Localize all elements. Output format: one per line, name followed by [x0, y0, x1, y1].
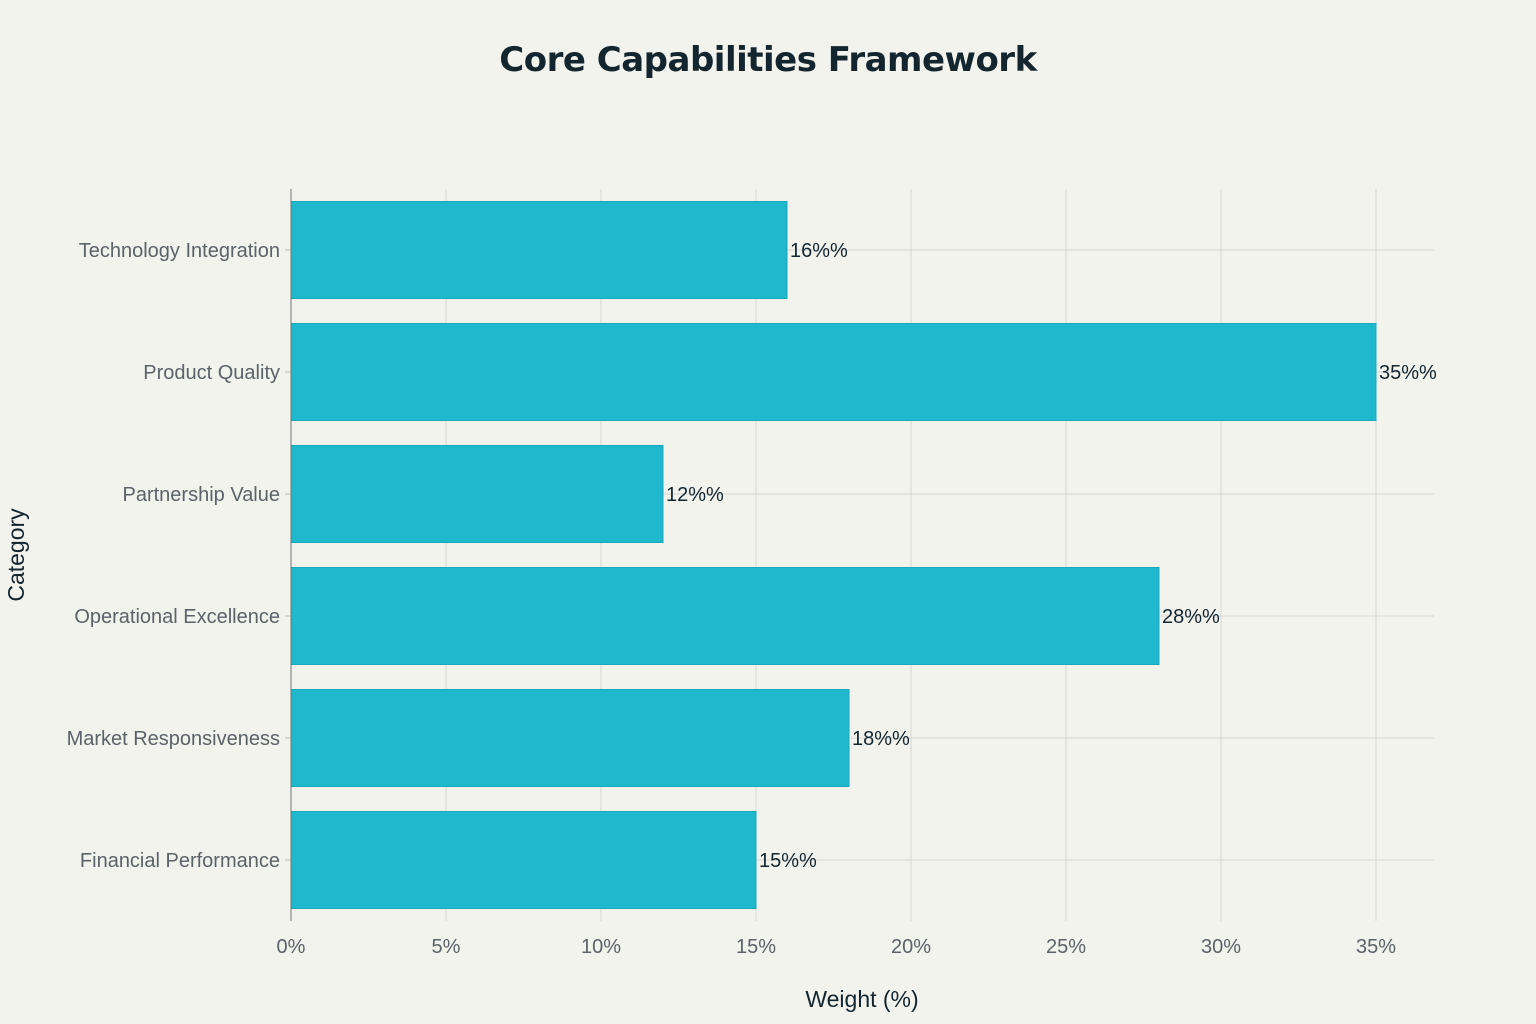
x-tick-label: 10%: [581, 936, 621, 958]
x-tick-label: 5%: [432, 936, 461, 958]
data-label: 28%%: [1162, 606, 1220, 628]
data-label: 18%%: [852, 728, 910, 750]
axes: [285, 189, 292, 921]
labels: 0% 5% 10% 15% 20% 25% 30% 35% 16%% Technology Int…: [67, 240, 1437, 958]
x-tick-label: 25%: [1046, 936, 1086, 958]
bar: [290, 445, 664, 543]
x-tick-label: 15%: [736, 936, 776, 958]
data-label: 15%%: [759, 850, 817, 872]
x-tick-label: 0%: [277, 936, 306, 958]
bar: [290, 689, 850, 787]
bars: [290, 201, 1377, 909]
bar: [290, 323, 1377, 421]
category-label: Technology Integration: [79, 240, 280, 262]
category-label: Partnership Value: [123, 484, 281, 506]
x-axis-title: Weight (%): [805, 986, 918, 1012]
x-tick-label: 35%: [1356, 936, 1396, 958]
x-tick-label: 30%: [1201, 936, 1241, 958]
bar: [290, 567, 1160, 665]
x-tick-label: 20%: [891, 936, 931, 958]
data-label: 35%%: [1379, 362, 1437, 384]
data-label: 16%%: [790, 240, 848, 262]
category-label: Market Responsiveness: [67, 728, 280, 750]
category-label: Operational Excellence: [74, 606, 280, 628]
category-label: Financial Performance: [80, 850, 280, 872]
data-label: 12%%: [666, 484, 724, 506]
bar: [290, 811, 757, 909]
y-axis-title: Category: [3, 508, 29, 602]
chart-title: Core Capabilities Framework: [499, 40, 1037, 80]
category-label: Product Quality: [143, 362, 280, 384]
bar: [290, 201, 788, 299]
